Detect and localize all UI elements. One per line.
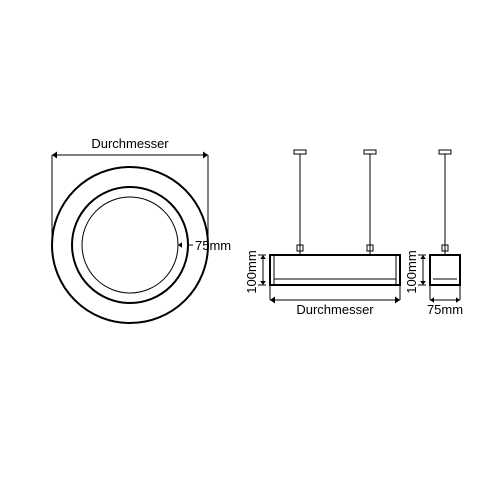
top-view: Durchmesser 75mm — [52, 136, 231, 323]
front-width-label: Durchmesser — [296, 302, 374, 317]
side-height-label: 100mm — [404, 250, 419, 293]
side-width-label: 75mm — [427, 302, 463, 317]
top-diameter-label: Durchmesser — [91, 136, 169, 151]
front-view: 100mm Durchmesser — [244, 150, 400, 317]
front-height-label: 100mm — [244, 250, 259, 293]
side-view: 100mm 75mm — [404, 150, 463, 317]
top-ring-width-label: 75mm — [195, 238, 231, 253]
